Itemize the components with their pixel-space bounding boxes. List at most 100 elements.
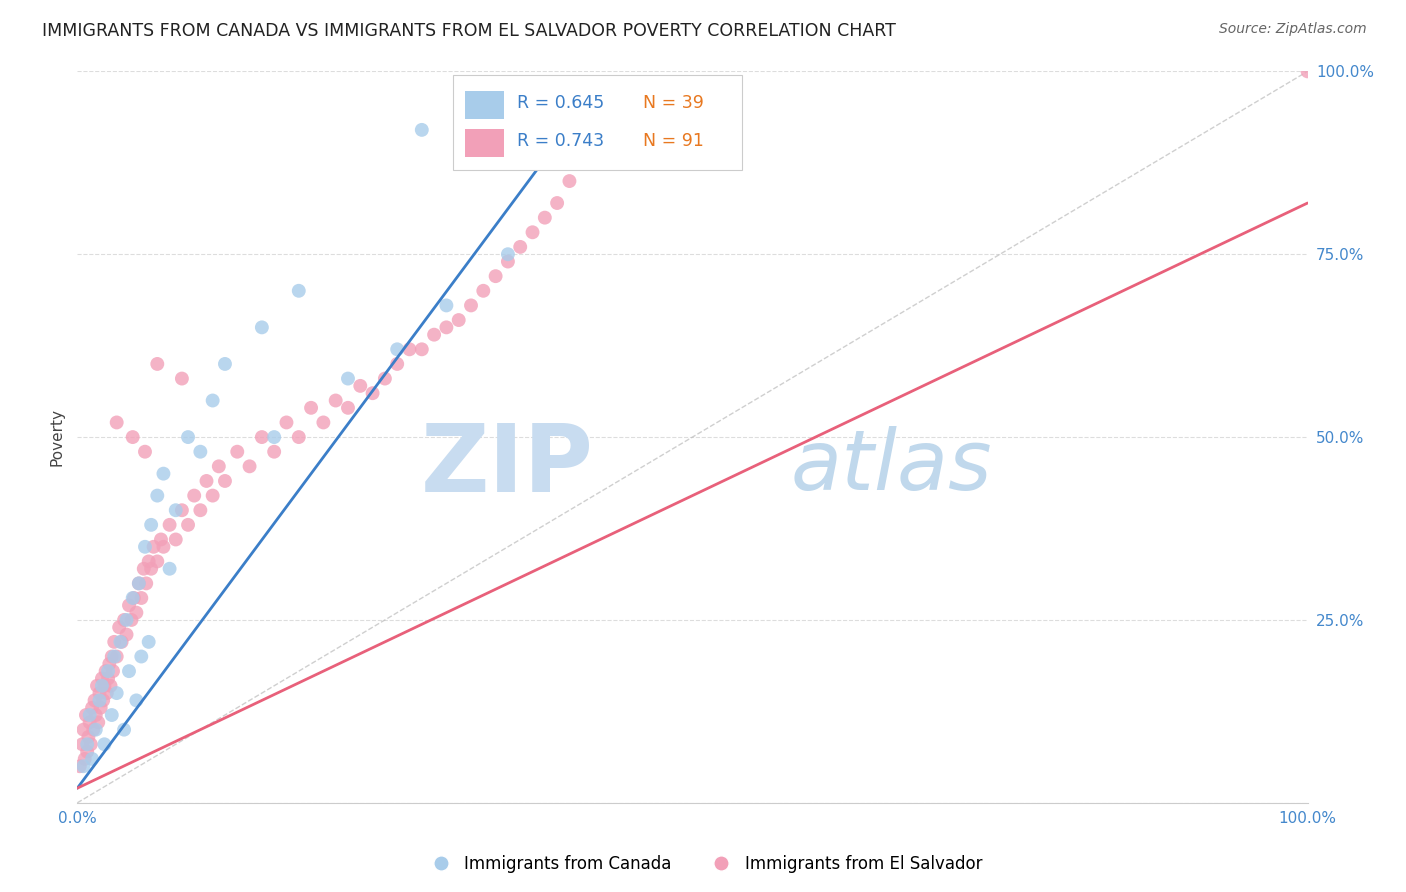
Point <box>115 613 138 627</box>
Point <box>82 752 104 766</box>
Point <box>288 430 311 444</box>
Point <box>84 723 107 737</box>
Point <box>398 343 420 357</box>
Point <box>146 554 169 568</box>
Point <box>208 459 231 474</box>
Point <box>177 430 200 444</box>
Point <box>214 357 236 371</box>
Point <box>110 635 132 649</box>
Point <box>89 693 111 707</box>
Point <box>118 599 141 613</box>
Point <box>128 576 150 591</box>
Point <box>121 591 143 605</box>
Point <box>112 723 135 737</box>
Point <box>101 649 124 664</box>
Point <box>337 371 360 385</box>
Text: N = 39: N = 39 <box>644 94 704 112</box>
Point <box>83 693 105 707</box>
Point <box>108 620 131 634</box>
Text: ZIP: ZIP <box>422 420 595 512</box>
Point <box>170 371 193 385</box>
Point <box>472 284 495 298</box>
Point <box>135 576 157 591</box>
Point <box>101 664 124 678</box>
Point <box>288 284 311 298</box>
Point <box>263 444 285 458</box>
Point <box>509 240 531 254</box>
Point <box>131 649 153 664</box>
Point <box>77 730 100 744</box>
Point <box>72 759 94 773</box>
Point <box>201 393 224 408</box>
Point <box>101 708 124 723</box>
Point <box>105 649 128 664</box>
Point <box>337 401 360 415</box>
Point <box>361 386 384 401</box>
Point <box>115 627 138 641</box>
Point <box>70 737 93 751</box>
Point <box>98 657 121 671</box>
Point <box>325 393 347 408</box>
Point <box>146 357 169 371</box>
Point <box>132 562 155 576</box>
Point <box>496 254 519 268</box>
Point <box>93 737 115 751</box>
Point <box>112 613 135 627</box>
Point <box>150 533 173 547</box>
Point <box>121 613 143 627</box>
Point <box>82 700 104 714</box>
Point <box>103 635 125 649</box>
Point <box>134 444 156 458</box>
Text: R = 0.645: R = 0.645 <box>516 94 603 112</box>
Point <box>436 320 458 334</box>
Point <box>125 693 148 707</box>
Point <box>90 672 114 686</box>
Point <box>90 679 114 693</box>
Point <box>89 686 111 700</box>
Point <box>125 606 148 620</box>
Point <box>128 576 150 591</box>
Point <box>411 343 433 357</box>
Point <box>170 503 193 517</box>
Point <box>250 430 273 444</box>
Point <box>496 247 519 261</box>
Point <box>299 401 322 415</box>
Text: Source: ZipAtlas.com: Source: ZipAtlas.com <box>1219 22 1367 37</box>
Text: atlas: atlas <box>792 425 993 507</box>
Point <box>69 759 91 773</box>
Point <box>94 664 117 678</box>
Point <box>76 745 98 759</box>
Point <box>152 467 174 481</box>
Point <box>138 635 160 649</box>
Point <box>93 679 115 693</box>
Point <box>141 517 163 532</box>
Point <box>82 723 104 737</box>
Point <box>423 327 446 342</box>
Point <box>76 737 98 751</box>
Point <box>546 196 568 211</box>
Point <box>534 211 557 225</box>
Legend: Immigrants from Canada, Immigrants from El Salvador: Immigrants from Canada, Immigrants from … <box>418 848 988 880</box>
Point <box>72 723 94 737</box>
Point <box>103 649 125 664</box>
Point <box>250 320 273 334</box>
Point <box>90 700 112 714</box>
Point <box>165 533 187 547</box>
Point <box>183 489 205 503</box>
Bar <box>465 129 505 157</box>
Point <box>165 503 187 517</box>
Point <box>1296 64 1319 78</box>
Point <box>214 474 236 488</box>
Point <box>122 591 145 605</box>
Point <box>263 430 285 444</box>
Point <box>447 313 470 327</box>
Text: N = 91: N = 91 <box>644 132 704 150</box>
Point <box>239 459 262 474</box>
Point <box>177 517 200 532</box>
Point <box>312 416 335 430</box>
Point <box>86 679 108 693</box>
Point <box>387 343 409 357</box>
Point <box>79 715 101 730</box>
Point <box>87 715 110 730</box>
Point <box>105 416 128 430</box>
